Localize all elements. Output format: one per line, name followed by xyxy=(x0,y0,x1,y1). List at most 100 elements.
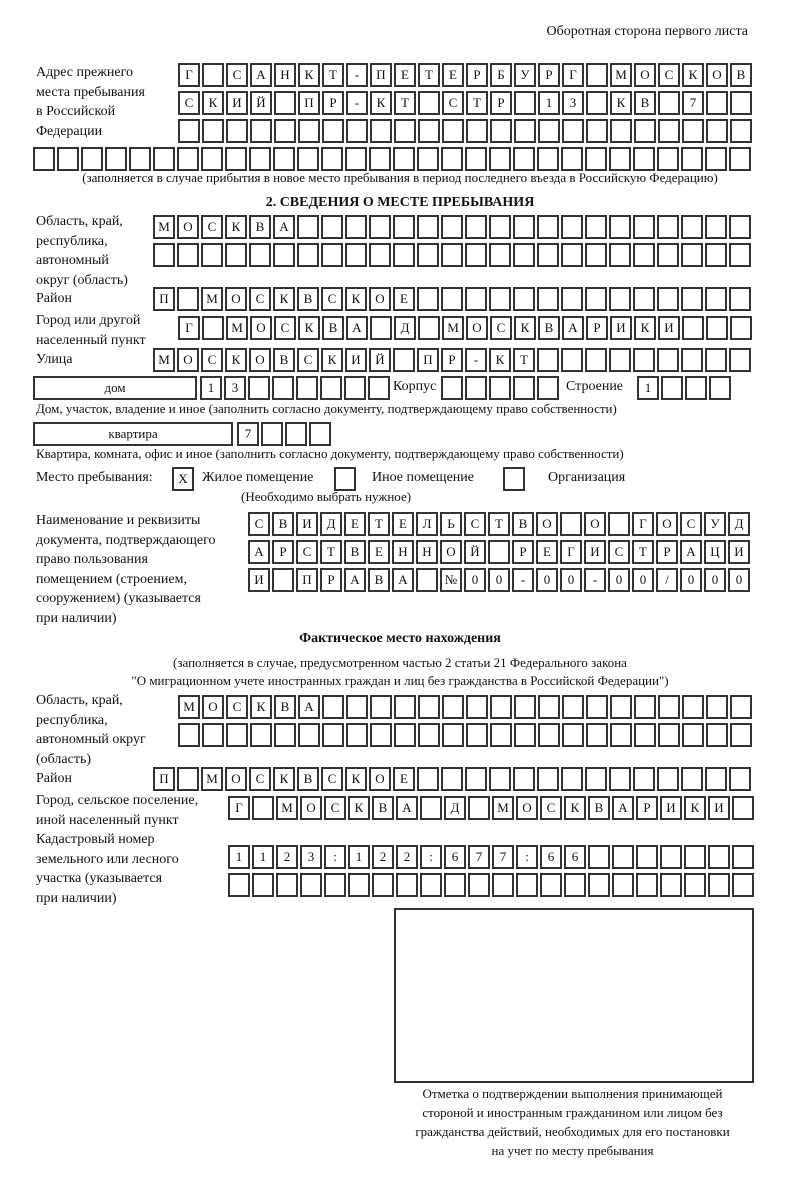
char-cell[interactable]: А xyxy=(396,796,418,820)
char-cell[interactable] xyxy=(248,376,270,400)
char-cell[interactable]: М xyxy=(610,63,632,87)
char-cell[interactable] xyxy=(706,316,728,340)
char-cell[interactable] xyxy=(658,723,680,747)
char-cell[interactable] xyxy=(612,845,634,869)
stay-option-organization-checkbox[interactable] xyxy=(503,467,525,491)
char-cell[interactable] xyxy=(657,243,679,267)
char-cell[interactable] xyxy=(514,723,536,747)
char-cell[interactable]: О xyxy=(466,316,488,340)
char-cell[interactable]: М xyxy=(153,215,175,239)
char-cell[interactable] xyxy=(514,91,536,115)
char-cell[interactable] xyxy=(252,796,274,820)
char-cell[interactable] xyxy=(609,243,631,267)
char-cell[interactable] xyxy=(81,147,103,171)
char-cell[interactable] xyxy=(345,243,367,267)
char-cell[interactable] xyxy=(441,147,463,171)
char-cell[interactable]: П xyxy=(298,91,320,115)
char-cell[interactable] xyxy=(345,215,367,239)
char-cell[interactable] xyxy=(465,215,487,239)
char-cell[interactable]: С xyxy=(442,91,464,115)
char-cell[interactable] xyxy=(466,723,488,747)
char-cell[interactable] xyxy=(417,243,439,267)
char-cell[interactable] xyxy=(396,873,418,897)
char-cell[interactable] xyxy=(490,119,512,143)
char-cell[interactable]: : xyxy=(324,845,346,869)
char-cell[interactable] xyxy=(537,376,559,400)
house-type-field[interactable]: дом xyxy=(33,376,197,400)
char-cell[interactable] xyxy=(321,147,343,171)
char-cell[interactable]: В xyxy=(588,796,610,820)
char-cell[interactable] xyxy=(346,695,368,719)
char-cell[interactable]: К xyxy=(273,767,295,791)
char-cell[interactable] xyxy=(513,215,535,239)
char-cell[interactable]: - xyxy=(512,568,534,592)
char-cell[interactable] xyxy=(730,695,752,719)
char-cell[interactable]: Р xyxy=(322,91,344,115)
char-cell[interactable] xyxy=(369,147,391,171)
char-cell[interactable] xyxy=(540,873,562,897)
char-cell[interactable]: 3 xyxy=(562,91,584,115)
char-cell[interactable]: И xyxy=(728,540,750,564)
char-cell[interactable]: А xyxy=(612,796,634,820)
char-cell[interactable]: О xyxy=(706,63,728,87)
char-cell[interactable] xyxy=(226,119,248,143)
char-cell[interactable] xyxy=(537,215,559,239)
char-cell[interactable] xyxy=(346,723,368,747)
char-cell[interactable] xyxy=(585,767,607,791)
char-cell[interactable]: 1 xyxy=(538,91,560,115)
char-cell[interactable] xyxy=(348,873,370,897)
char-cell[interactable] xyxy=(441,287,463,311)
char-cell[interactable]: О xyxy=(634,63,656,87)
char-cell[interactable]: Р xyxy=(490,91,512,115)
char-cell[interactable]: А xyxy=(562,316,584,340)
char-cell[interactable]: В xyxy=(272,512,294,536)
char-cell[interactable]: 1 xyxy=(348,845,370,869)
char-cell[interactable] xyxy=(297,243,319,267)
char-cell[interactable] xyxy=(466,119,488,143)
char-cell[interactable]: С xyxy=(201,215,223,239)
char-cell[interactable] xyxy=(249,243,271,267)
char-cell[interactable]: В xyxy=(322,316,344,340)
char-cell[interactable] xyxy=(202,63,224,87)
char-cell[interactable]: Н xyxy=(416,540,438,564)
char-cell[interactable]: Г xyxy=(228,796,250,820)
char-cell[interactable]: 0 xyxy=(680,568,702,592)
char-cell[interactable] xyxy=(370,695,392,719)
char-cell[interactable]: Г xyxy=(560,540,582,564)
char-cell[interactable] xyxy=(705,215,727,239)
char-cell[interactable] xyxy=(588,845,610,869)
char-cell[interactable] xyxy=(298,723,320,747)
char-cell[interactable]: И xyxy=(584,540,606,564)
char-cell[interactable] xyxy=(586,695,608,719)
char-cell[interactable]: 6 xyxy=(444,845,466,869)
char-cell[interactable]: М xyxy=(153,348,175,372)
char-cell[interactable] xyxy=(420,796,442,820)
char-cell[interactable]: У xyxy=(514,63,536,87)
char-cell[interactable]: Г xyxy=(632,512,654,536)
char-cell[interactable] xyxy=(609,147,631,171)
char-cell[interactable] xyxy=(393,215,415,239)
char-cell[interactable] xyxy=(489,147,511,171)
char-cell[interactable] xyxy=(681,287,703,311)
char-cell[interactable]: И xyxy=(248,568,270,592)
char-cell[interactable]: И xyxy=(345,348,367,372)
char-cell[interactable] xyxy=(465,767,487,791)
char-cell[interactable]: К xyxy=(610,91,632,115)
char-cell[interactable] xyxy=(420,873,442,897)
char-cell[interactable] xyxy=(660,873,682,897)
char-cell[interactable] xyxy=(537,147,559,171)
char-cell[interactable]: Р xyxy=(636,796,658,820)
char-cell[interactable] xyxy=(394,119,416,143)
char-cell[interactable] xyxy=(609,767,631,791)
char-cell[interactable] xyxy=(466,695,488,719)
char-cell[interactable] xyxy=(588,873,610,897)
char-cell[interactable]: А xyxy=(298,695,320,719)
char-cell[interactable] xyxy=(682,119,704,143)
char-cell[interactable] xyxy=(730,91,752,115)
char-cell[interactable] xyxy=(513,287,535,311)
char-cell[interactable]: С xyxy=(490,316,512,340)
char-cell[interactable] xyxy=(321,243,343,267)
char-cell[interactable]: Р xyxy=(656,540,678,564)
char-cell[interactable] xyxy=(684,873,706,897)
char-cell[interactable]: К xyxy=(225,215,247,239)
